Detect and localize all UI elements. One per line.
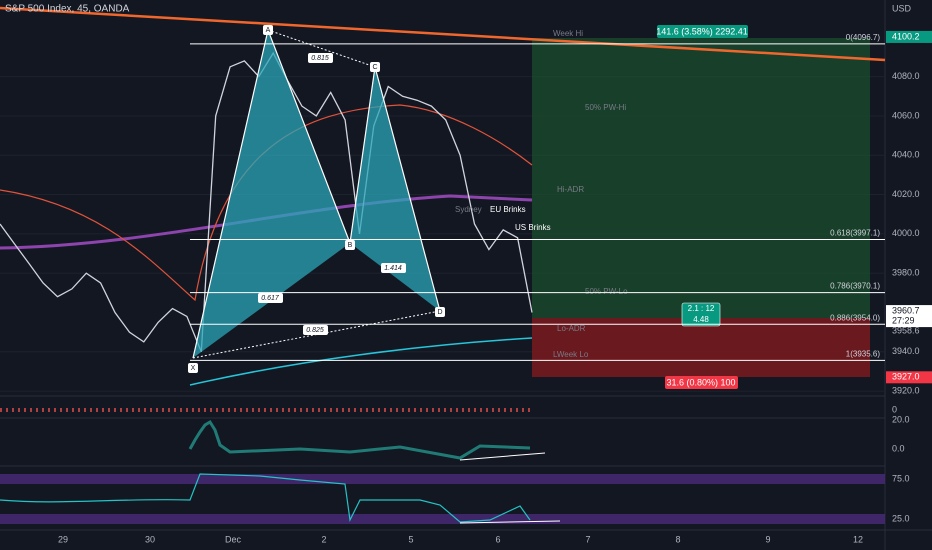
time-label: 6	[495, 534, 500, 544]
time-label: 5	[408, 534, 413, 544]
ratio-box	[308, 53, 333, 63]
time-label: 9	[765, 534, 770, 544]
level-text: LWeek Lo	[553, 350, 589, 359]
ratio-box	[681, 302, 721, 327]
fib-label: 0.618(3997.1)	[830, 229, 880, 238]
point-box	[263, 25, 273, 35]
point-label: B	[348, 242, 353, 249]
rsi-line	[0, 473, 531, 523]
rsi-tick: 75.0	[892, 473, 910, 483]
point-label: X	[191, 365, 196, 372]
pattern-ratios: 0.617 0.815 1.414 0.825	[258, 53, 406, 335]
target-box	[657, 25, 748, 38]
ratio-label: 0.825	[306, 327, 324, 334]
price-tick-label: 4080.0	[892, 71, 920, 81]
macd-tick: 20.0	[892, 414, 910, 424]
level-text: US Brinks	[515, 223, 551, 232]
time-label: 12	[853, 534, 863, 544]
rsi-tick: 25.0	[892, 513, 910, 523]
level-text: 50% PW-Hi	[585, 103, 626, 112]
price-tick-label: 4000.0	[892, 228, 920, 238]
fib-label: 0.786(3970.1)	[830, 282, 880, 291]
rsi-band-top	[0, 474, 885, 484]
risk-ratio-value: 4.48	[693, 315, 709, 324]
stop-zone	[532, 318, 870, 377]
price-label-box	[886, 371, 932, 384]
stop-box	[665, 376, 738, 389]
risk-ratio: 2.1 : 12	[688, 304, 715, 313]
point-label: C	[372, 64, 377, 71]
fib-label: 0(4096.7)	[846, 33, 881, 42]
time-label: 30	[145, 534, 155, 544]
price-tick-label: 4020.0	[892, 189, 920, 199]
level-text: EU Brinks	[490, 205, 526, 214]
point-label: D	[437, 309, 442, 316]
ratio-box	[381, 263, 406, 273]
price-label-box	[886, 305, 932, 328]
pattern-bcd	[350, 67, 440, 311]
side-label-box	[886, 325, 932, 337]
currency: USD	[892, 3, 912, 13]
ratio-box	[303, 325, 328, 335]
stop-label: 31.6 (0.80%) 100	[666, 377, 735, 387]
level-texts: Week Hi 50% PW-Hi Hi-ADR Sydney EU Brink…	[455, 29, 628, 359]
price-tick-label: 3920.0	[892, 385, 920, 395]
fib-label: 0.886(3954.0)	[830, 313, 880, 322]
ratio-label: 0.815	[311, 55, 329, 62]
level-text: Sydney	[455, 205, 482, 214]
level-text: Hi-ADR	[557, 185, 584, 194]
trendline	[0, 6, 886, 62]
price-label: 3927.0	[892, 372, 920, 382]
ratio-box	[258, 293, 283, 303]
price-tick-label: 4040.0	[892, 150, 920, 160]
macd-trendline	[459, 452, 546, 461]
price-tick-label: 3980.0	[892, 268, 920, 278]
level-text: Lo-ADR	[557, 324, 586, 333]
time-label: 29	[58, 534, 68, 544]
ratio-label: 1.414	[384, 265, 402, 272]
fib-label: 1(3935.6)	[846, 350, 881, 359]
rsi-band-bottom	[0, 514, 885, 524]
point-box	[435, 307, 445, 317]
volume-tick: 0	[892, 404, 897, 414]
rsi-trendline	[459, 520, 561, 524]
price-tick-label: 3940.0	[892, 346, 920, 356]
ratio-label: 0.617	[261, 295, 280, 302]
pattern-points: X A B C D	[188, 25, 445, 373]
chart-title: S&P 500 Index, 45, OANDA	[5, 4, 130, 15]
time-label: 7	[585, 534, 590, 544]
target-zone	[532, 38, 870, 318]
macd-tick: 0.0	[892, 443, 905, 453]
price-label-box	[886, 30, 932, 43]
price-label: 4100.2	[892, 31, 920, 41]
price-label: 3960.7	[892, 305, 920, 315]
macd-histogram	[188, 419, 531, 460]
target-label: 141.6 (3.58%) 2292.41	[656, 26, 748, 36]
time-label: Dec	[225, 534, 242, 544]
level-text: 50% PW-Lo	[585, 287, 628, 296]
point-label: A	[266, 27, 271, 34]
time-label: 8	[675, 534, 680, 544]
countdown: 27:29	[892, 315, 915, 325]
point-box	[345, 240, 355, 250]
pattern-xab	[193, 30, 350, 358]
side-label: 3958.6	[892, 325, 920, 335]
point-box	[188, 363, 198, 373]
time-label: 2	[321, 534, 326, 544]
point-box	[370, 62, 380, 72]
pattern-dash	[267, 29, 376, 68]
moving-average	[189, 337, 533, 386]
price-tick-label: 4060.0	[892, 110, 920, 120]
level-text: Week Hi	[553, 29, 583, 38]
